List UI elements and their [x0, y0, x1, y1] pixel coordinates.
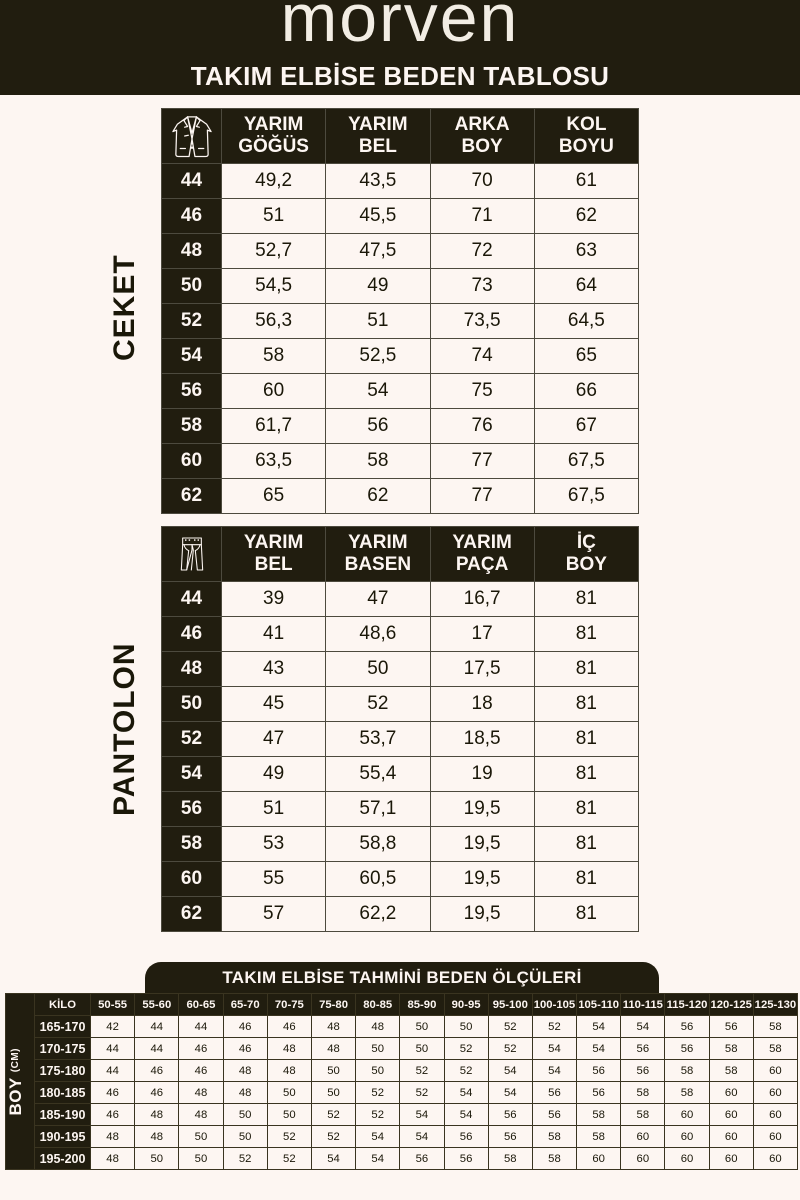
svg-text:morven: morven [281, 0, 520, 56]
